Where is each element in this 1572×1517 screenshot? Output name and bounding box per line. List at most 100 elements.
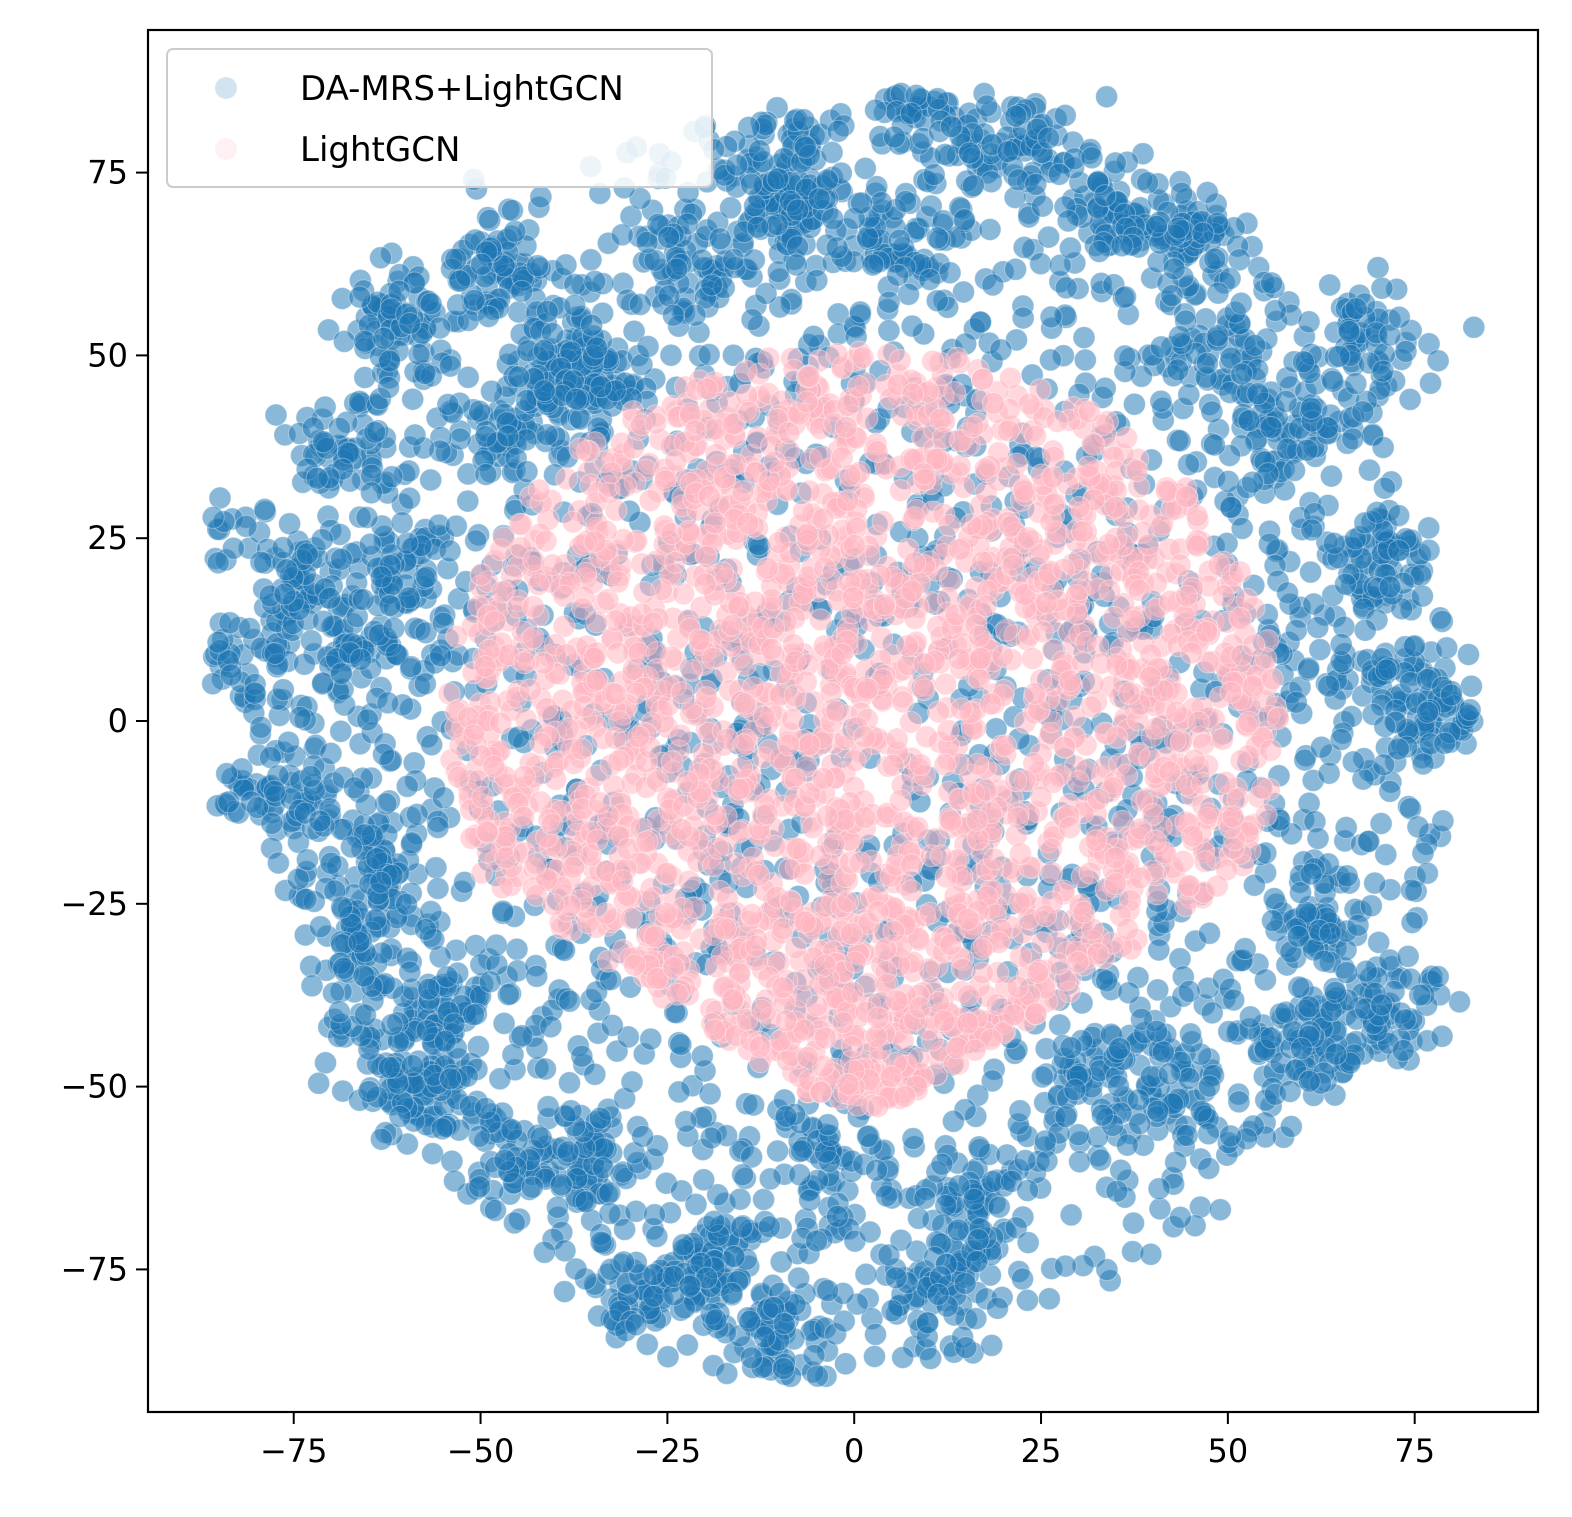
scatter-point-da-mrs-lightgcn [816, 1113, 840, 1137]
scatter-point-da-mrs-lightgcn [1095, 1258, 1119, 1282]
scatter-point-da-mrs-lightgcn [1371, 436, 1395, 459]
scatter-point-da-mrs-lightgcn [939, 115, 963, 139]
scatter-point-da-mrs-lightgcn [612, 1250, 636, 1274]
scatter-point-da-mrs-lightgcn [1015, 1288, 1039, 1312]
scatter-point-da-mrs-lightgcn [1122, 392, 1146, 416]
scatter-point-da-mrs-lightgcn [1206, 281, 1230, 305]
scatter-point-da-mrs-lightgcn [642, 1284, 666, 1308]
scatter-point-da-mrs-lightgcn [438, 539, 462, 563]
scatter-point-da-mrs-lightgcn [1283, 458, 1306, 482]
scatter-point-da-mrs-lightgcn [532, 339, 556, 362]
scatter-point-da-mrs-lightgcn [419, 468, 443, 492]
scatter-point-da-mrs-lightgcn [1164, 1150, 1188, 1174]
scatter-point-da-mrs-lightgcn [529, 185, 553, 209]
scatter-point-da-mrs-lightgcn [1370, 993, 1394, 1017]
scatter-point-da-mrs-lightgcn [958, 141, 982, 165]
scatter-point-da-mrs-lightgcn [299, 764, 323, 788]
scatter-point-da-mrs-lightgcn [249, 715, 273, 739]
scatter-point-da-mrs-lightgcn [435, 965, 459, 989]
scatter-point-da-mrs-lightgcn [907, 1206, 930, 1230]
scatter-point-da-mrs-lightgcn [1047, 162, 1071, 186]
scatter-point-da-mrs-lightgcn [720, 1281, 744, 1305]
scatter-point-da-mrs-lightgcn [1322, 531, 1346, 555]
scatter-point-da-mrs-lightgcn [834, 1352, 857, 1376]
scatter-point-da-mrs-lightgcn [317, 318, 340, 342]
scatter-point-da-mrs-lightgcn [989, 338, 1013, 362]
scatter-point-da-mrs-lightgcn [1093, 184, 1117, 208]
scatter-point-da-mrs-lightgcn [374, 792, 398, 816]
scatter-point-da-mrs-lightgcn [330, 895, 354, 919]
scatter-point-da-mrs-lightgcn [249, 550, 273, 574]
scatter-point-da-mrs-lightgcn [864, 1322, 887, 1346]
scatter-point-da-mrs-lightgcn [286, 867, 310, 891]
scatter-point-da-mrs-lightgcn [1317, 761, 1341, 785]
scatter-point-da-mrs-lightgcn [1394, 339, 1418, 363]
scatter-point-da-mrs-lightgcn [549, 1173, 573, 1197]
scatter-point-da-mrs-lightgcn [395, 774, 419, 798]
scatter-point-da-mrs-lightgcn [369, 870, 393, 894]
scatter-point-da-mrs-lightgcn [1090, 1103, 1114, 1127]
scatter-point-da-mrs-lightgcn [1312, 949, 1336, 973]
scatter-point-da-mrs-lightgcn [882, 125, 906, 149]
scatter-point-da-mrs-lightgcn [1448, 990, 1471, 1014]
scatter-point-da-mrs-lightgcn [1371, 359, 1395, 383]
scatter-point-da-mrs-lightgcn [299, 629, 323, 653]
scatter-point-da-mrs-lightgcn [401, 1054, 424, 1078]
scatter-point-da-mrs-lightgcn [900, 314, 924, 338]
scatter-point-da-mrs-lightgcn [1378, 575, 1402, 599]
scatter-point-da-mrs-lightgcn [1284, 690, 1308, 714]
scatter-point-da-mrs-lightgcn [805, 268, 829, 292]
scatter-point-da-mrs-lightgcn [1297, 310, 1321, 334]
scatter-point-da-mrs-lightgcn [1262, 887, 1286, 911]
scatter-point-da-mrs-lightgcn [743, 194, 767, 218]
scatter-point-da-mrs-lightgcn [1292, 350, 1315, 374]
scatter-point-da-mrs-lightgcn [275, 558, 299, 582]
scatter-point-da-mrs-lightgcn [553, 1239, 577, 1263]
scatter-point-da-mrs-lightgcn [740, 1346, 763, 1370]
scatter-point-da-mrs-lightgcn [430, 1117, 454, 1141]
scatter-point-da-mrs-lightgcn [821, 207, 845, 231]
scatter-point-da-mrs-lightgcn [1191, 221, 1215, 245]
scatter-point-da-mrs-lightgcn [496, 983, 520, 1007]
scatter-point-da-mrs-lightgcn [697, 343, 721, 366]
scatter-point-da-mrs-lightgcn [1419, 371, 1442, 395]
scatter-point-da-mrs-lightgcn [556, 1140, 580, 1164]
scatter-point-da-mrs-lightgcn [1373, 715, 1397, 738]
scatter-point-da-mrs-lightgcn [901, 1127, 925, 1151]
scatter-point-da-mrs-lightgcn [339, 835, 363, 859]
scatter-point-da-mrs-lightgcn [961, 174, 985, 198]
scatter-point-da-mrs-lightgcn [444, 247, 468, 271]
scatter-point-da-mrs-lightgcn [1310, 735, 1333, 759]
scatter-point-da-mrs-lightgcn [966, 1228, 990, 1252]
scatter-point-da-mrs-lightgcn [962, 1187, 986, 1211]
scatter-point-da-mrs-lightgcn [1117, 981, 1141, 1005]
scatter-point-da-mrs-lightgcn [1203, 247, 1227, 271]
scatter-point-da-mrs-lightgcn [378, 349, 402, 373]
scatter-point-da-mrs-lightgcn [1095, 969, 1119, 993]
scatter-point-da-mrs-lightgcn [1004, 104, 1028, 128]
scatter-point-da-mrs-lightgcn [377, 1055, 401, 1079]
scatter-point-da-mrs-lightgcn [359, 481, 383, 505]
scatter-point-da-mrs-lightgcn [558, 989, 582, 1013]
scatter-point-da-mrs-lightgcn [1016, 1231, 1040, 1255]
scatter-point-da-mrs-lightgcn [546, 1195, 569, 1219]
scatter-point-da-mrs-lightgcn [1103, 151, 1127, 175]
scatter-point-da-mrs-lightgcn [456, 365, 480, 389]
scatter-point-da-mrs-lightgcn [295, 848, 319, 872]
scatter-point-da-mrs-lightgcn [510, 1024, 534, 1048]
scatter-point-da-mrs-lightgcn [525, 964, 549, 988]
scatter-point-da-mrs-lightgcn [1037, 126, 1061, 150]
scatter-point-da-mrs-lightgcn [832, 1309, 856, 1333]
scatter-point-da-mrs-lightgcn [642, 1263, 666, 1287]
scatter-point-da-mrs-lightgcn [579, 248, 603, 272]
scatter-point-da-mrs-lightgcn [1274, 389, 1298, 413]
scatter-point-da-mrs-lightgcn [1166, 358, 1190, 382]
scatter-point-da-mrs-lightgcn [884, 1266, 908, 1290]
scatter-point-da-mrs-lightgcn [496, 424, 520, 448]
scatter-point-da-mrs-lightgcn [787, 1266, 811, 1290]
scatter-point-da-mrs-lightgcn [1072, 326, 1096, 350]
scatter-point-da-mrs-lightgcn [1276, 581, 1299, 605]
scatter-point-da-mrs-lightgcn [564, 387, 588, 411]
scatter-point-da-mrs-lightgcn [478, 970, 502, 994]
scatter-point-da-mrs-lightgcn [356, 708, 380, 732]
